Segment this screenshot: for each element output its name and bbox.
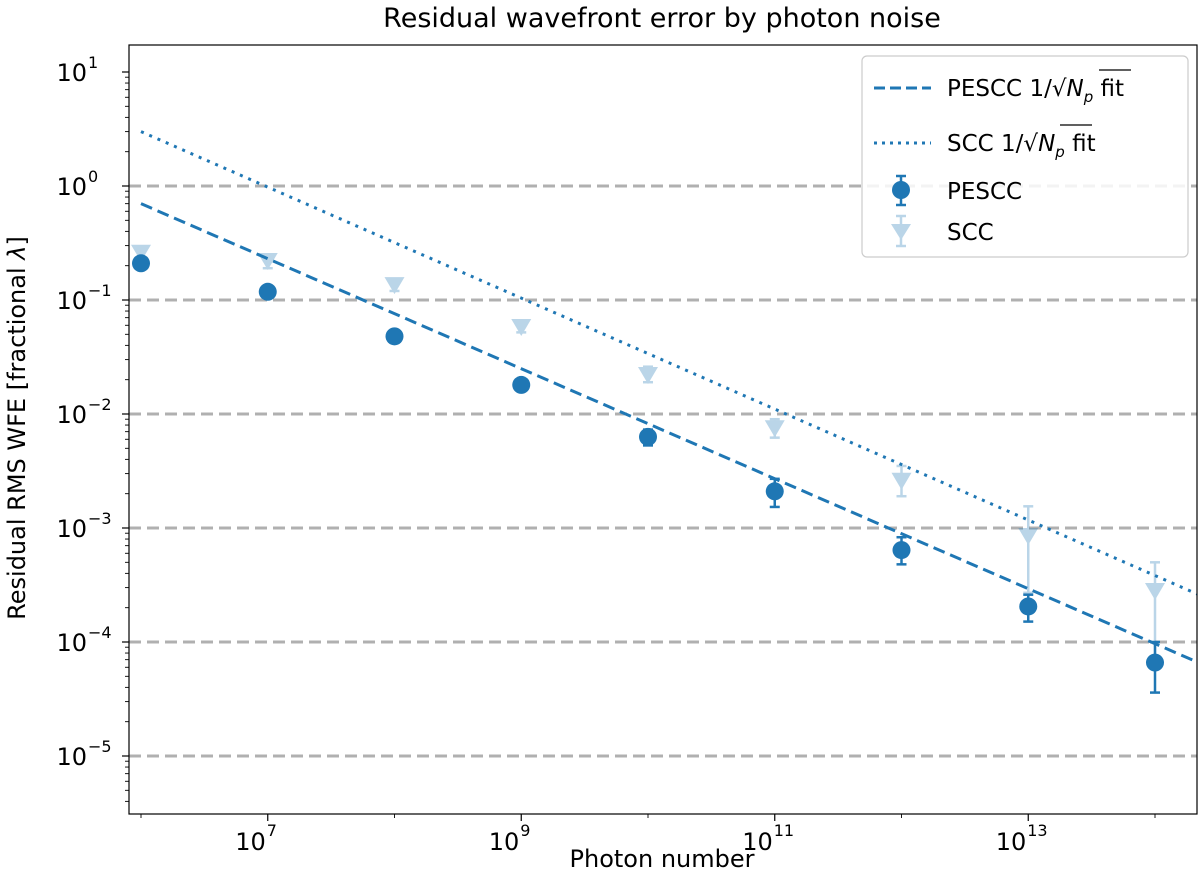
pescc-point	[892, 535, 911, 566]
y-axis-label-lambda: λ	[3, 246, 31, 262]
marker-circle	[512, 375, 531, 394]
y-axis-label-prefix: Residual RMS WFE [fractional	[3, 260, 31, 620]
pescc-point	[258, 282, 277, 301]
marker-triangle-down	[638, 366, 658, 384]
y-tick-label: 10	[56, 401, 87, 429]
grid-layer	[129, 184, 1197, 758]
marker-triangle-down	[257, 252, 278, 270]
chart-title: Residual wavefront error by photon noise	[383, 3, 941, 34]
marker-circle	[1019, 597, 1038, 616]
pescc-point	[512, 375, 531, 394]
marker-circle	[1146, 653, 1164, 672]
marker-circle	[258, 282, 277, 301]
marker-triangle-down	[511, 318, 532, 336]
pescc-point	[1146, 640, 1164, 694]
y-tick-label: 10	[56, 743, 87, 771]
x-tick-exponent: 11	[774, 821, 794, 840]
x-tick-label: 10	[742, 828, 773, 856]
y-axis-label: Residual RMS WFE [fractional λ]	[3, 236, 31, 620]
x-tick-exponent: 9	[520, 821, 530, 840]
legend-pescc-marker	[892, 181, 910, 199]
y-tick-label: 10	[56, 173, 87, 201]
plot-frame	[128, 44, 1198, 815]
scc-point	[764, 417, 785, 439]
sqrt-sign: √	[1023, 131, 1038, 157]
marker-circle	[639, 427, 657, 446]
pescc-point	[1019, 593, 1038, 623]
x-axis-ticks: 10 7 10 9 10 11 10 13	[140, 814, 1156, 856]
x-tick-label: 10	[996, 828, 1027, 856]
pescc-point	[132, 254, 150, 273]
sqrt-sign: √	[1052, 76, 1067, 102]
y-tick-exponent: −4	[88, 623, 112, 642]
x-tick-exponent: 7	[267, 821, 277, 840]
y-tick-exponent: 1	[88, 53, 98, 72]
legend-pescc-label: PESCC	[947, 179, 1022, 205]
pescc-point	[385, 327, 404, 346]
y-tick-exponent: −5	[88, 737, 112, 756]
legend-scc-marker	[891, 224, 911, 240]
marker-triangle-down	[891, 472, 912, 490]
marker-circle	[132, 254, 150, 273]
y-tick-label: 10	[56, 629, 87, 657]
y-tick-exponent: −2	[88, 395, 112, 414]
pescc-point	[765, 477, 784, 509]
scc-point	[1018, 505, 1039, 595]
scc-series	[131, 244, 1165, 661]
y-tick-exponent: −1	[88, 281, 112, 300]
x-tick-label: 10	[235, 828, 266, 856]
marker-triangle-down	[384, 277, 405, 295]
marker-triangle-down	[764, 420, 785, 438]
x-tick-label: 10	[489, 828, 520, 856]
y-tick-exponent: 0	[88, 167, 98, 186]
marker-circle	[385, 327, 404, 346]
scc-point	[638, 365, 658, 384]
y-axis-label-suffix: ]	[3, 236, 31, 245]
data-points	[131, 244, 1165, 694]
legend-pescc-fit-label: PESCC 1/√Np fit	[947, 76, 1124, 106]
marker-triangle-down	[131, 244, 151, 262]
y-tick-label: 10	[56, 59, 87, 87]
legend-box	[861, 55, 1189, 258]
scc-point	[384, 277, 405, 295]
y-tick-label: 10	[56, 287, 87, 315]
marker-triangle-down	[1018, 528, 1039, 546]
y-tick-label: 10	[56, 515, 87, 543]
legend: PESCC 1/√Np fit SCC 1/√Np fit PESCC	[861, 55, 1189, 258]
fit-lines	[140, 130, 1197, 664]
marker-circle	[765, 482, 784, 501]
scc-fit-line	[140, 130, 1197, 596]
pescc-point	[639, 427, 657, 447]
marker-triangle-down	[1145, 583, 1165, 601]
pescc-fit-line	[140, 202, 1197, 664]
legend-scc-marker-group	[891, 214, 911, 248]
y-tick-exponent: −3	[88, 509, 112, 528]
marker-circle	[892, 541, 911, 560]
scc-point	[891, 464, 912, 498]
legend-scc-fit-label: SCC 1/√Np fit	[947, 131, 1096, 161]
x-axis-label: Photon number	[570, 845, 755, 873]
pescc-series	[132, 254, 1164, 694]
scc-point	[511, 318, 532, 336]
x-tick-exponent: 13	[1027, 821, 1047, 840]
legend-scc-label: SCC	[947, 220, 994, 246]
scc-point	[257, 252, 278, 270]
